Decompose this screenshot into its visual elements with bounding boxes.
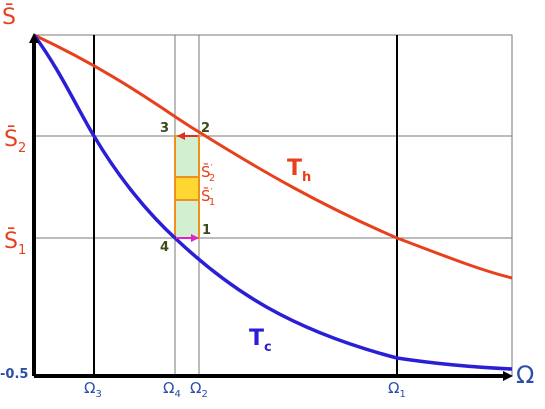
cycle-region-top xyxy=(174,135,200,178)
cycle-region-bottom xyxy=(174,199,200,239)
cycle-region-middle xyxy=(174,176,200,201)
x-tick-omega4: Ω4 xyxy=(163,379,181,400)
curve-cold xyxy=(32,33,513,371)
x-tick-omega2: Ω2 xyxy=(190,379,208,400)
x-tick-omega3: Ω3 xyxy=(84,379,102,400)
point-label-2: 2 xyxy=(201,121,210,136)
plot-frame xyxy=(33,34,513,377)
point-label-1: 1 xyxy=(202,223,211,238)
origin-label: -0.5 xyxy=(0,367,28,382)
y-axis-label: S̄ xyxy=(2,4,16,30)
point-label-3: 3 xyxy=(160,121,169,136)
cycle-label-s2-prime: S̄′ 2 xyxy=(201,162,215,184)
curve-cold-label: Tc xyxy=(249,326,272,355)
x-axis-label: Ω xyxy=(516,361,534,389)
cycle-label-s1-prime: S̄′ 1 xyxy=(201,186,215,208)
curve-hot-label: Th xyxy=(287,156,311,185)
x-tick-omega1: Ω1 xyxy=(388,379,406,400)
curve-hot xyxy=(33,33,513,280)
y-tick-s2: S̄2 xyxy=(4,126,26,156)
y-tick-s1: S̄1 xyxy=(4,228,26,258)
point-label-4: 4 xyxy=(160,240,169,255)
